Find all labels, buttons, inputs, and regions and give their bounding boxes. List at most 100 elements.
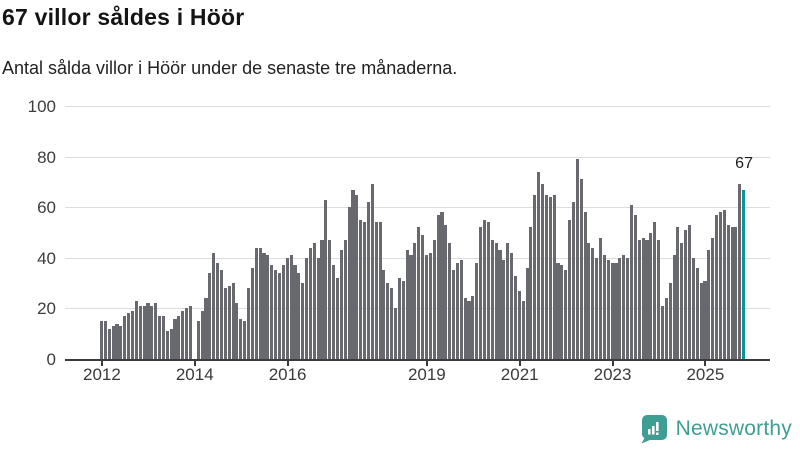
bar xyxy=(123,316,127,359)
bar xyxy=(363,222,367,359)
newsworthy-logo-icon xyxy=(641,415,667,444)
bar xyxy=(498,250,502,359)
x-tick-2025 xyxy=(704,361,707,366)
bar xyxy=(459,260,463,359)
bar xyxy=(730,227,734,359)
bar xyxy=(548,197,552,359)
bar xyxy=(428,252,432,359)
bar xyxy=(602,255,606,359)
x-tick-2021 xyxy=(518,361,521,366)
bar-series xyxy=(100,106,746,359)
chart-subtitle: Antal sålda villor i Höör under de senas… xyxy=(2,58,458,78)
bar xyxy=(297,272,301,359)
bar xyxy=(510,252,514,359)
y-tick-label-40: 40 xyxy=(37,248,56,268)
bar xyxy=(289,255,293,359)
bar xyxy=(119,326,123,359)
gridline-100 xyxy=(65,106,770,107)
newsworthy-logo[interactable]: Newsworthy xyxy=(639,414,792,444)
bar xyxy=(305,257,309,359)
bar xyxy=(544,194,548,359)
bar xyxy=(587,242,591,359)
bar xyxy=(188,305,193,359)
bar xyxy=(529,227,533,359)
bar xyxy=(653,222,657,359)
bar xyxy=(506,242,510,359)
bar xyxy=(703,280,707,359)
bar xyxy=(432,240,436,359)
bar xyxy=(595,257,599,359)
y-tick-label-80: 80 xyxy=(37,147,56,167)
bar xyxy=(281,265,285,359)
bar xyxy=(227,285,231,359)
bar xyxy=(618,257,622,359)
bar xyxy=(455,262,459,359)
bar xyxy=(285,257,289,359)
bar xyxy=(599,237,603,359)
bar xyxy=(150,305,154,359)
bar xyxy=(293,265,297,359)
bar xyxy=(161,316,165,359)
bar xyxy=(138,305,142,359)
bar xyxy=(556,262,560,359)
y-tick-label-20: 20 xyxy=(37,299,56,319)
bar xyxy=(424,255,429,359)
bar xyxy=(521,300,525,359)
bar xyxy=(494,242,498,359)
gridline-60 xyxy=(65,207,770,209)
bar xyxy=(513,275,517,359)
bar xyxy=(262,252,266,359)
x-tick-label-2014: 2014 xyxy=(175,365,214,384)
newsworthy-logo-text: Newsworthy xyxy=(675,417,792,440)
bar xyxy=(196,321,200,359)
x-axis-line xyxy=(65,359,770,361)
bar xyxy=(622,255,626,359)
bar xyxy=(452,270,456,359)
bar xyxy=(517,290,521,359)
bar xyxy=(575,159,579,359)
bar xyxy=(324,199,328,359)
bar xyxy=(687,224,692,359)
bar xyxy=(246,288,251,359)
bar xyxy=(626,257,630,359)
bar xyxy=(525,267,529,359)
bar xyxy=(103,321,107,359)
x-tick-2023 xyxy=(611,361,614,366)
y-tick-label-0: 0 xyxy=(46,350,56,369)
plot-area xyxy=(65,106,770,366)
last-value-label: 67 xyxy=(735,155,753,172)
bar xyxy=(219,270,223,359)
bar xyxy=(208,272,212,359)
bar xyxy=(676,227,680,359)
bar xyxy=(448,242,452,359)
bar xyxy=(401,280,405,359)
bar xyxy=(657,240,661,359)
bar xyxy=(386,283,390,359)
x-tick-2014 xyxy=(193,361,196,366)
bar xyxy=(726,224,730,359)
bar xyxy=(409,255,413,359)
bar xyxy=(308,247,312,359)
bar xyxy=(335,278,340,359)
bar xyxy=(397,278,401,359)
bar xyxy=(355,194,359,359)
bar xyxy=(332,265,336,359)
bar xyxy=(378,222,382,359)
bar xyxy=(393,308,398,359)
bar xyxy=(390,288,394,359)
bar xyxy=(177,316,181,359)
bar xyxy=(606,260,610,359)
bar xyxy=(718,212,723,359)
bar xyxy=(715,214,719,359)
bar xyxy=(339,250,343,359)
bar xyxy=(270,265,274,359)
bar xyxy=(471,295,475,359)
bar xyxy=(343,240,347,359)
bar xyxy=(591,247,595,359)
bar xyxy=(463,298,467,359)
bar xyxy=(328,240,332,359)
bar xyxy=(711,237,715,359)
y-tick-label-100: 100 xyxy=(27,97,56,116)
bar xyxy=(699,283,703,359)
bar xyxy=(312,242,316,359)
